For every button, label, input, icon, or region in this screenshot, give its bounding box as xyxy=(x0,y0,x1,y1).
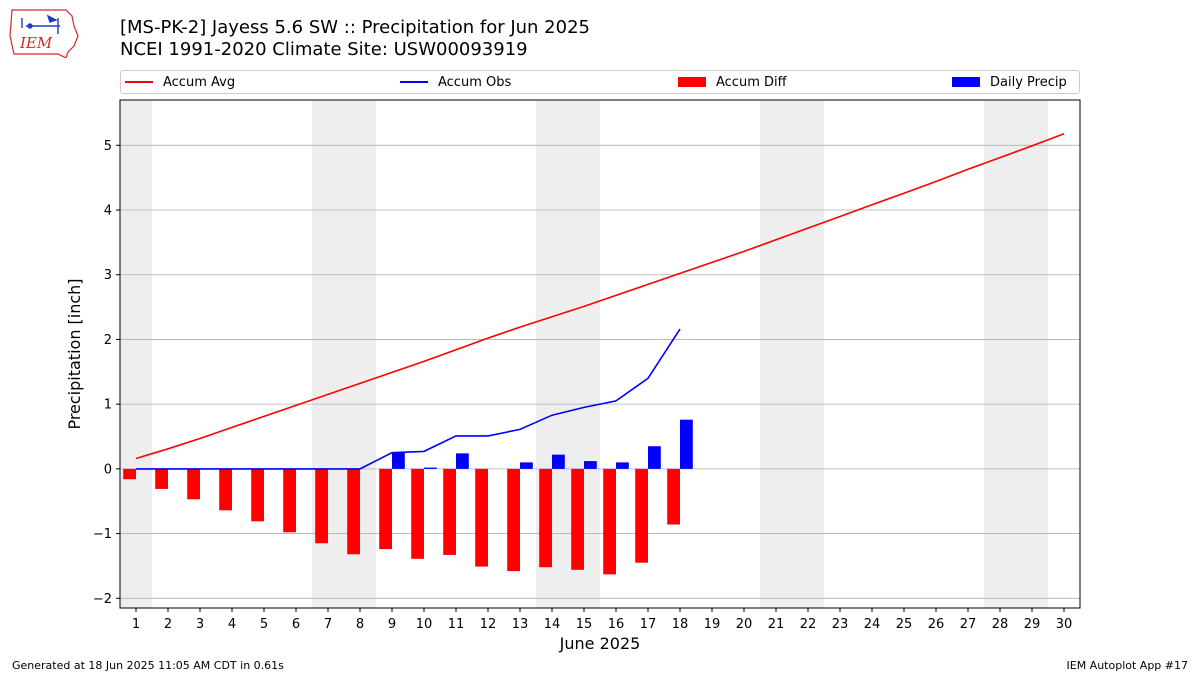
accum-diff-bar xyxy=(411,468,424,559)
accum-diff-bar xyxy=(347,468,360,555)
legend-label-accum-diff: Accum Diff xyxy=(716,75,787,90)
x-tick-label: 9 xyxy=(388,617,396,632)
generated-timestamp: Generated at 18 Jun 2025 11:05 AM CDT in… xyxy=(12,659,284,672)
legend-label-accum-avg: Accum Avg xyxy=(163,75,236,90)
x-tick-label: 2 xyxy=(164,617,172,632)
plot-frame xyxy=(119,99,1081,609)
legend-label-accum-obs: Accum Obs xyxy=(438,75,512,90)
daily-precip-bar xyxy=(680,419,693,469)
accum-diff-bar xyxy=(635,468,648,563)
x-tick-label: 25 xyxy=(896,617,913,632)
x-tick-label: 13 xyxy=(512,617,529,632)
daily-precip-bar xyxy=(392,452,405,469)
y-tick-label: 4 xyxy=(104,204,112,219)
x-tick-label: 14 xyxy=(544,617,561,632)
x-tick-label: 19 xyxy=(704,617,721,632)
y-tick-label: 1 xyxy=(104,398,112,413)
x-tick-label: 29 xyxy=(1024,617,1041,632)
x-tick-label: 6 xyxy=(292,617,300,632)
legend: Accum Avg Accum Obs Accum Diff Daily Pre… xyxy=(120,70,1080,94)
y-tick-label: −1 xyxy=(93,527,112,542)
accum-avg-line xyxy=(135,132,1065,460)
x-tick-label: 3 xyxy=(196,617,204,632)
x-tick-label: 24 xyxy=(864,617,881,632)
x-tick-label: 20 xyxy=(736,617,753,632)
daily-precip-bar xyxy=(584,461,597,469)
daily-precip-bar xyxy=(616,462,629,469)
x-tick-label: 22 xyxy=(800,617,817,632)
x-tick-label: 12 xyxy=(480,617,497,632)
accum-diff-bar xyxy=(283,468,296,533)
legend-item-daily-precip: Daily Precip xyxy=(952,74,1067,92)
weekend-shade xyxy=(760,100,792,608)
accum-diff-bar xyxy=(155,468,168,489)
accum-diff-bar xyxy=(443,468,456,555)
daily-precip-bar xyxy=(424,467,437,469)
x-tick-label: 21 xyxy=(768,617,785,632)
legend-item-accum-diff: Accum Diff xyxy=(678,74,787,92)
x-tick-label: 7 xyxy=(324,617,332,632)
accum-diff-bar xyxy=(539,468,552,568)
accum-diff-bar xyxy=(187,468,200,500)
daily-precip-bar xyxy=(552,454,565,469)
weekend-shade xyxy=(984,100,1016,608)
accum-diff-bar xyxy=(571,468,584,570)
accum-diff-bar xyxy=(219,468,232,511)
accum-diff-bar xyxy=(123,468,136,480)
accum-diff-bar xyxy=(507,468,520,572)
legend-swatch-accum-obs xyxy=(400,80,428,83)
y-tick-label: −2 xyxy=(93,592,112,607)
daily-precip-bar xyxy=(520,462,533,469)
x-tick-label: 28 xyxy=(992,617,1009,632)
x-axis-label: June 2025 xyxy=(559,634,641,653)
iowa-state-outline xyxy=(9,9,79,58)
accum-diff-bar xyxy=(315,468,328,544)
x-tick-label: 17 xyxy=(640,617,657,632)
x-tick-label: 23 xyxy=(832,617,849,632)
y-axis-label: Precipitation [inch] xyxy=(65,278,84,429)
y-tick-label: 2 xyxy=(104,333,112,348)
x-tick-label: 15 xyxy=(576,617,593,632)
weekend-shade xyxy=(120,100,152,608)
legend-label-daily-precip: Daily Precip xyxy=(990,75,1067,90)
weather-station-icon xyxy=(21,14,60,34)
chart-title: [MS-PK-2] Jayess 5.6 SW :: Precipitation… xyxy=(120,17,590,38)
daily-precip-bar xyxy=(648,446,661,469)
legend-swatch-accum-diff xyxy=(678,76,706,87)
x-tick-label: 5 xyxy=(260,617,268,632)
x-tick-label: 11 xyxy=(448,617,465,632)
x-tick-label: 16 xyxy=(608,617,625,632)
autoplot-app-label: IEM Autoplot App #17 xyxy=(1066,659,1189,672)
accum-diff-bar xyxy=(251,468,264,522)
accum-obs-line xyxy=(136,328,681,470)
x-tick-label: 18 xyxy=(672,617,689,632)
legend-swatch-accum-avg xyxy=(125,80,153,83)
legend-item-accum-obs: Accum Obs xyxy=(400,74,511,92)
chart-subtitle: NCEI 1991-2020 Climate Site: USW00093919 xyxy=(120,39,528,60)
weekend-shade xyxy=(1016,100,1048,608)
accum-diff-bar xyxy=(667,468,680,525)
legend-item-accum-avg: Accum Avg xyxy=(125,74,235,92)
y-tick-label: 5 xyxy=(104,139,112,154)
y-tick-label: 3 xyxy=(104,268,112,283)
iem-logo: IEM xyxy=(9,9,79,58)
x-tick-label: 27 xyxy=(960,617,977,632)
x-tick-label: 26 xyxy=(928,617,945,632)
accum-diff-bar xyxy=(475,468,488,567)
accum-diff-bar xyxy=(603,468,616,575)
x-tick-label: 1 xyxy=(132,617,140,632)
x-tick-label: 10 xyxy=(416,617,433,632)
daily-precip-bar xyxy=(456,453,469,469)
accum-diff-bar xyxy=(379,468,392,550)
weekend-shade xyxy=(792,100,824,608)
x-tick-label: 4 xyxy=(228,617,236,632)
y-tick-label: 0 xyxy=(104,462,112,477)
x-tick-label: 30 xyxy=(1056,617,1073,632)
legend-swatch-daily-precip xyxy=(952,76,980,87)
logo-text: IEM xyxy=(19,34,53,52)
x-tick-label: 8 xyxy=(356,617,364,632)
